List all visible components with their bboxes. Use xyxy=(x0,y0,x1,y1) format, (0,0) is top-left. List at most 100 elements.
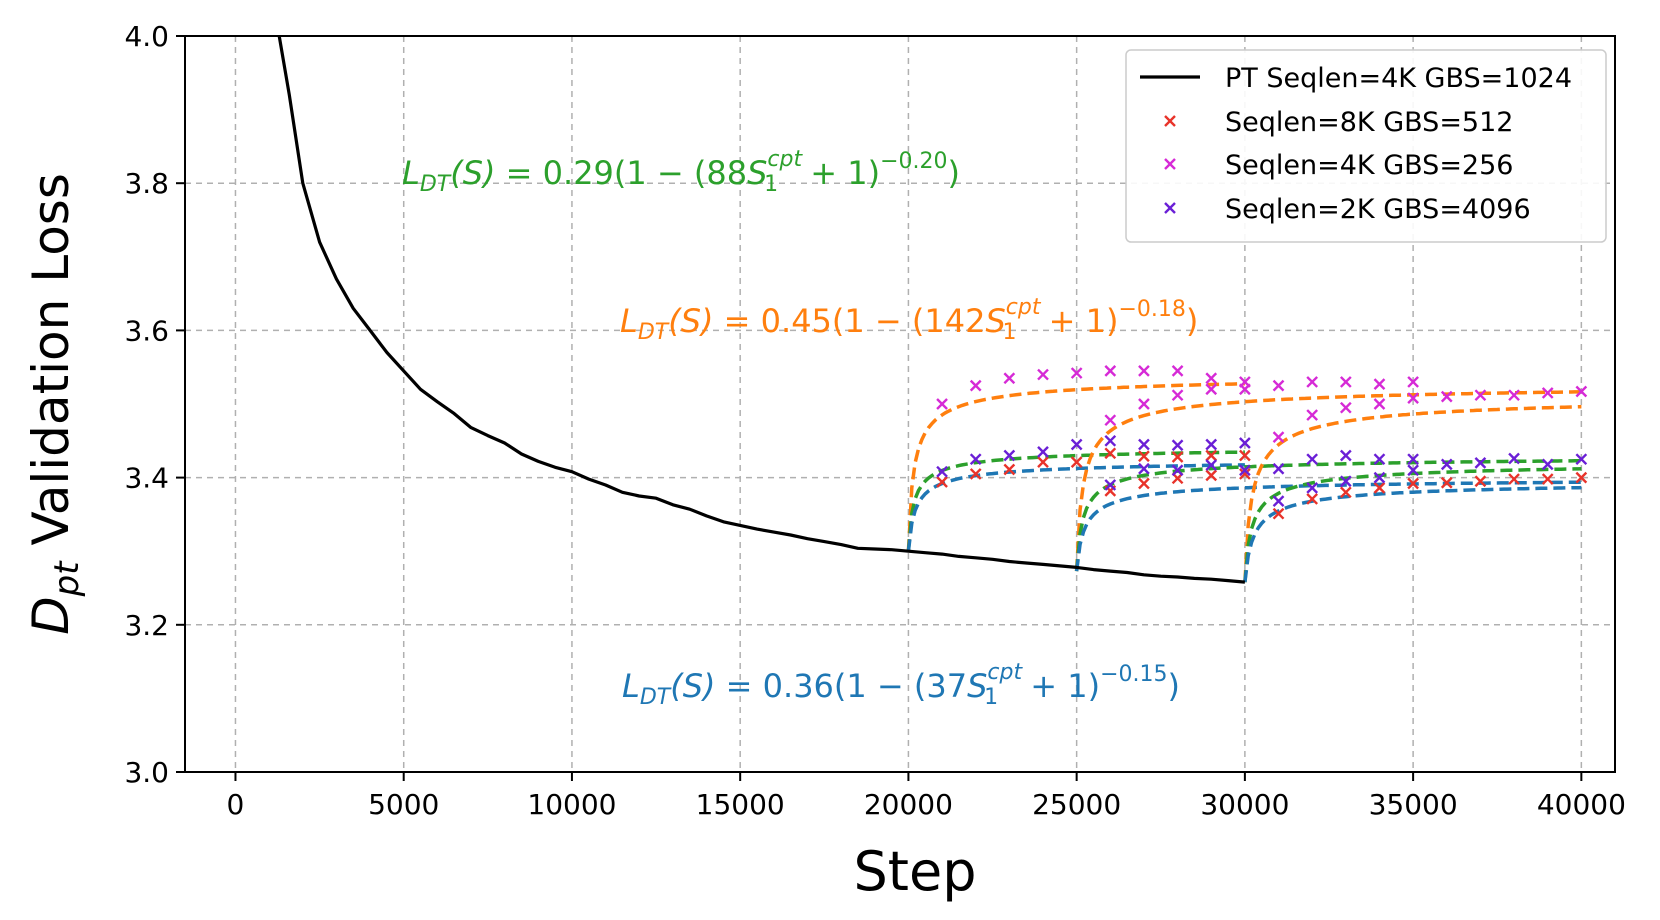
marker-point xyxy=(1239,449,1251,462)
y-tick-label: 3.4 xyxy=(124,462,169,495)
marker-point xyxy=(1272,495,1285,508)
marker-point xyxy=(1508,389,1520,402)
pt-curve-line xyxy=(277,36,1246,584)
marker-point xyxy=(1003,372,1016,385)
marker-point xyxy=(969,453,982,466)
y-tick-label: 3.8 xyxy=(124,167,169,200)
marker-point xyxy=(969,468,982,480)
y-axis-title-rest: Validation Loss xyxy=(22,173,80,561)
marker-point xyxy=(1373,482,1386,494)
marker-point xyxy=(1575,471,1588,484)
marker-point xyxy=(1239,437,1251,449)
legend-marker-8k xyxy=(1164,115,1176,127)
fit-curve xyxy=(1243,485,1582,583)
marker-point xyxy=(1070,438,1083,451)
x-tick-label: 20000 xyxy=(864,788,953,821)
fit-curves xyxy=(906,382,1582,583)
marker-point xyxy=(1138,365,1150,377)
marker-point xyxy=(1037,445,1049,458)
y-axis-title: Dpt Validation Loss xyxy=(22,173,87,635)
marker-point xyxy=(1541,387,1554,399)
marker-point xyxy=(1003,463,1016,476)
marker-points xyxy=(936,365,1588,520)
marker-point xyxy=(1541,458,1554,471)
marker-point xyxy=(1205,383,1218,396)
fit-curve xyxy=(1243,405,1582,583)
marker-point xyxy=(1508,452,1520,465)
marker-point xyxy=(1407,453,1419,466)
marker-point xyxy=(1339,376,1352,388)
x-tick-label: 15000 xyxy=(696,788,785,821)
marker-point xyxy=(1339,449,1352,462)
marker-point xyxy=(1205,469,1218,482)
x-tick-label: 25000 xyxy=(1032,788,1121,821)
marker-point xyxy=(1272,507,1285,520)
marker-point xyxy=(1407,376,1419,388)
marker-point xyxy=(1171,365,1184,377)
y-axis-title-sub: pt xyxy=(47,560,87,598)
marker-point xyxy=(1104,434,1117,447)
marker-point xyxy=(1070,367,1083,379)
fit-curve xyxy=(1074,459,1582,572)
marker-point xyxy=(1037,456,1049,468)
marker-point xyxy=(936,476,948,488)
marker-point xyxy=(1306,376,1319,388)
marker-point xyxy=(1508,473,1520,485)
marker-point xyxy=(1339,401,1352,414)
y-tick-label: 3.0 xyxy=(124,756,169,789)
y-tick-label: 3.2 xyxy=(124,609,169,642)
marker-point xyxy=(1003,449,1016,462)
marker-point xyxy=(1171,464,1184,477)
y-axis-ticks: 3.0 3.2 3.4 3.6 3.8 4.0 xyxy=(124,20,185,789)
marker-point xyxy=(1272,462,1285,475)
marker-point xyxy=(1440,458,1453,471)
marker-point xyxy=(1373,378,1386,390)
fit-curve xyxy=(1074,390,1582,572)
marker-point xyxy=(1373,471,1386,484)
marker-point xyxy=(1171,451,1184,463)
y-tick-label: 3.6 xyxy=(124,314,169,347)
x-tick-label: 0 xyxy=(227,788,245,821)
marker-point xyxy=(1070,456,1083,468)
marker-point xyxy=(1339,475,1352,488)
x-axis-ticks: 0 5000 10000 15000 20000 25000 30000 35000 40000 xyxy=(227,772,1626,821)
marker-point xyxy=(1407,464,1419,477)
marker-point xyxy=(1407,392,1419,404)
marker-point xyxy=(936,398,948,410)
y-tick-label: 4.0 xyxy=(124,20,169,53)
fit-curve xyxy=(1074,480,1582,572)
fit-curve xyxy=(906,450,1245,552)
formula-annotation-green: LDT(S) = 0.29(1 − (88Scpt 1 + 1)−0.20) xyxy=(402,147,960,197)
marker-point xyxy=(1205,449,1218,462)
marker-point xyxy=(1104,414,1117,427)
marker-point xyxy=(1306,482,1319,494)
marker-point xyxy=(1440,390,1453,403)
marker-point xyxy=(1104,447,1117,460)
legend-label-8k: Seqlen=8K GBS=512 xyxy=(1225,107,1513,138)
marker-point xyxy=(1239,383,1251,396)
marker-point xyxy=(1205,459,1218,471)
marker-point xyxy=(1306,453,1319,466)
x-tick-label: 10000 xyxy=(527,788,616,821)
marker-point xyxy=(1373,453,1386,466)
marker-point xyxy=(1138,462,1150,475)
legend-marker-2k xyxy=(1164,202,1176,214)
marker-point xyxy=(1306,409,1319,421)
legend-marker-4k xyxy=(1164,158,1176,170)
marker-point xyxy=(1104,479,1117,491)
marker-point xyxy=(1205,372,1218,385)
marker-point xyxy=(1171,389,1184,402)
fit-curve xyxy=(1243,467,1582,583)
marker-point xyxy=(1474,475,1487,488)
y-axis-title-main: D xyxy=(22,596,80,635)
marker-point xyxy=(1272,431,1285,443)
x-tick-label: 40000 xyxy=(1537,788,1626,821)
marker-point xyxy=(1541,473,1554,485)
marker-point xyxy=(1339,486,1352,499)
legend-label-pt: PT Seqlen=4K GBS=1024 xyxy=(1225,63,1572,94)
legend-label-2k: Seqlen=2K GBS=4096 xyxy=(1225,194,1531,225)
marker-point xyxy=(1474,457,1487,469)
marker-point xyxy=(1575,453,1588,466)
x-tick-label: 30000 xyxy=(1200,788,1289,821)
